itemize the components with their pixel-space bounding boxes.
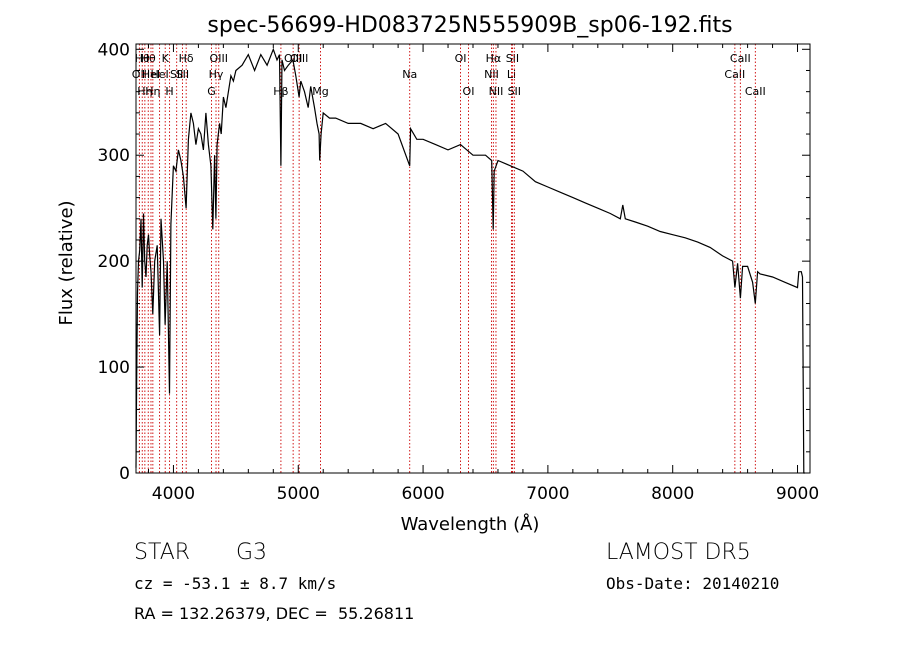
survey-name: LAMOST DR5 bbox=[606, 540, 751, 565]
x-tick-label: 9000 bbox=[776, 484, 819, 504]
x-axis-label: Wavelength (Å) bbox=[401, 513, 540, 535]
line-marker-label: HeI bbox=[150, 68, 168, 81]
line-marker-label: Li bbox=[507, 68, 516, 81]
line-markers: OIIHθHηHθHeIHηHeIKHSIISIIHδGHγOIIIHβOIII… bbox=[132, 44, 766, 473]
line-marker-label: Hδ bbox=[179, 52, 194, 65]
object-class: STAR bbox=[134, 540, 191, 565]
line-marker-label: CaII bbox=[724, 68, 745, 81]
line-marker-label: Mg bbox=[312, 85, 328, 98]
x-tick-label: 5000 bbox=[277, 484, 320, 504]
x-axis: 4000 5000 6000 7000 8000 9000 bbox=[147, 44, 819, 504]
line-marker-label: Hθ bbox=[141, 52, 156, 65]
y-tick-label: 0 bbox=[119, 464, 130, 484]
x-tick-label: 4000 bbox=[152, 484, 195, 504]
x-tick-label: 8000 bbox=[651, 484, 694, 504]
line-marker-label: SII bbox=[176, 68, 189, 81]
y-axis-label: Flux (relative) bbox=[56, 200, 77, 325]
line-marker-label: HeI bbox=[142, 68, 160, 81]
plot-frame bbox=[135, 43, 811, 474]
line-marker-label: G bbox=[207, 85, 216, 98]
line-marker-label: CaII bbox=[730, 52, 751, 65]
spectral-subclass: G3 bbox=[236, 540, 268, 565]
y-tick-label: 400 bbox=[98, 40, 130, 60]
coordinates-info: RA = 132.26379, DEC = 55.26811 bbox=[134, 604, 415, 623]
line-marker-label: NII bbox=[484, 68, 499, 81]
observation-date: Obs-Date: 20140210 bbox=[606, 574, 780, 593]
line-marker-label: Na bbox=[402, 68, 417, 81]
line-marker-label: CaII bbox=[745, 85, 766, 98]
chart-title: spec-56699-HD083725N555909B_sp06-192.fit… bbox=[207, 13, 732, 38]
y-axis: 0 100 200 300 400 bbox=[98, 40, 810, 484]
line-marker-label: Hα bbox=[486, 52, 502, 65]
line-marker-label: OI bbox=[463, 85, 475, 98]
y-tick-label: 100 bbox=[98, 358, 130, 378]
line-marker-label: H bbox=[165, 85, 173, 98]
line-marker-label: Hη bbox=[137, 85, 152, 98]
line-marker-label: Hη bbox=[145, 85, 160, 98]
redshift-info: cz = -53.1 ± 8.7 km/s bbox=[134, 574, 337, 593]
y-tick-label: 200 bbox=[98, 252, 130, 272]
line-marker-label: SII bbox=[506, 52, 519, 65]
line-marker-label: OIII bbox=[284, 52, 302, 65]
x-tick-label: 6000 bbox=[401, 484, 444, 504]
line-marker-label: OIII bbox=[290, 52, 308, 65]
x-tick-label: 7000 bbox=[526, 484, 569, 504]
line-marker-label: Hγ bbox=[209, 68, 224, 81]
line-marker-label: OIII bbox=[210, 52, 228, 65]
spectrum-chart: spec-56699-HD083725N555909B_sp06-192.fit… bbox=[56, 13, 819, 535]
line-marker-label: Hβ bbox=[273, 85, 288, 98]
line-marker-label: SII bbox=[508, 85, 521, 98]
y-tick-label: 300 bbox=[98, 146, 130, 166]
line-marker-label: NII bbox=[489, 85, 504, 98]
line-marker-label: OI bbox=[455, 52, 467, 65]
line-marker-label: Hθ bbox=[135, 52, 150, 65]
spectrum-line bbox=[135, 47, 805, 474]
line-marker-label: K bbox=[162, 52, 170, 65]
line-marker-label: SII bbox=[170, 68, 183, 81]
